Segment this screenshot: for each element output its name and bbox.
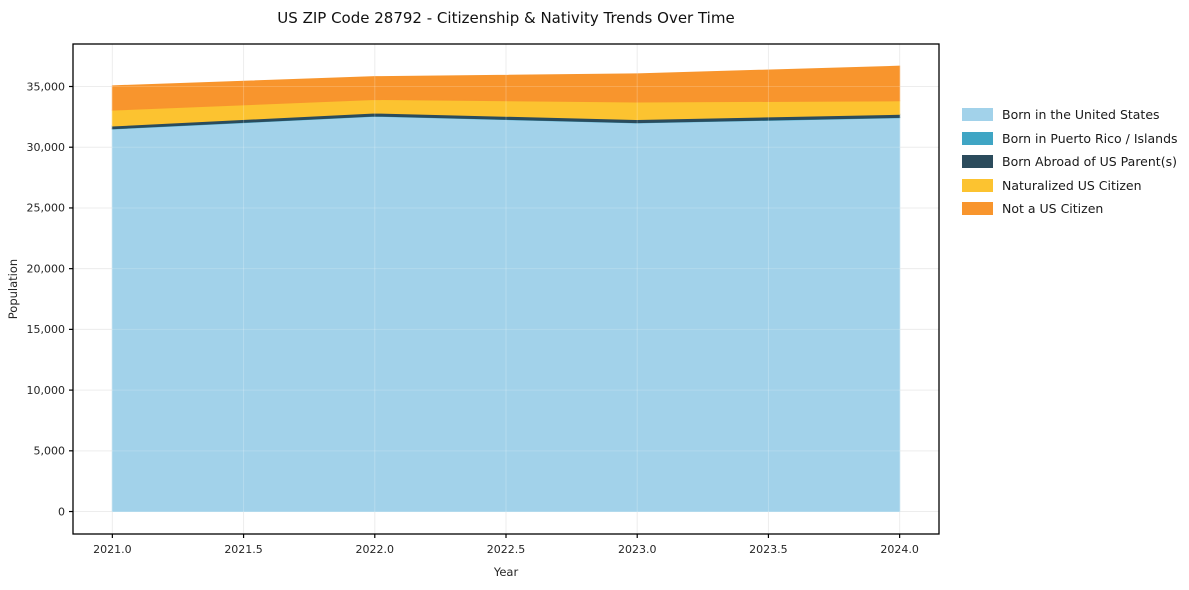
legend-swatch: [962, 155, 993, 169]
legend-item-label: Born in the United States: [1002, 107, 1160, 123]
x-tick-label: 2022.0: [356, 543, 395, 556]
y-tick-label: 30,000: [27, 141, 66, 154]
x-tick-label: 2022.5: [487, 543, 526, 556]
x-tick-label: 2024.0: [880, 543, 919, 556]
x-tick-label: 2021.0: [93, 543, 132, 556]
x-tick-label: 2023.0: [618, 543, 657, 556]
legend-swatch: [962, 178, 993, 192]
y-tick-label: 15,000: [27, 323, 66, 336]
legend-item-label: Not a US Citizen: [1002, 201, 1104, 217]
chart-title: US ZIP Code 28792 - Citizenship & Nativi…: [277, 9, 735, 27]
area-series-4: [111, 65, 901, 111]
legend-swatch: [962, 131, 993, 145]
legend-item-label: Born Abroad of US Parent(s): [1002, 154, 1177, 170]
legend-item: Born in the United States: [962, 103, 1178, 127]
legend-item: Born in Puerto Rico / Islands: [962, 127, 1178, 151]
legend-swatch: [962, 202, 993, 216]
legend-item-label: Naturalized US Citizen: [1002, 177, 1142, 193]
legend-item: Not a US Citizen: [962, 197, 1178, 221]
x-tick-label: 2021.5: [224, 543, 263, 556]
y-axis-title: Population: [6, 258, 20, 320]
y-tick-label: 5,000: [34, 445, 66, 458]
x-axis-title: Year: [493, 565, 519, 579]
y-tick-label: 0: [58, 505, 65, 518]
legend-swatch: [962, 108, 993, 122]
legend: Born in the United States Born in Puerto …: [962, 103, 1178, 221]
y-tick-label: 20,000: [27, 262, 66, 275]
y-tick-label: 10,000: [27, 384, 66, 397]
y-tick-label: 25,000: [27, 202, 66, 215]
y-tick-label: 35,000: [27, 80, 66, 93]
x-tick-label: 2023.5: [749, 543, 788, 556]
legend-item: Naturalized US Citizen: [962, 174, 1178, 198]
legend-item-label: Born in Puerto Rico / Islands: [1002, 130, 1178, 146]
legend-item: Born Abroad of US Parent(s): [962, 150, 1178, 174]
